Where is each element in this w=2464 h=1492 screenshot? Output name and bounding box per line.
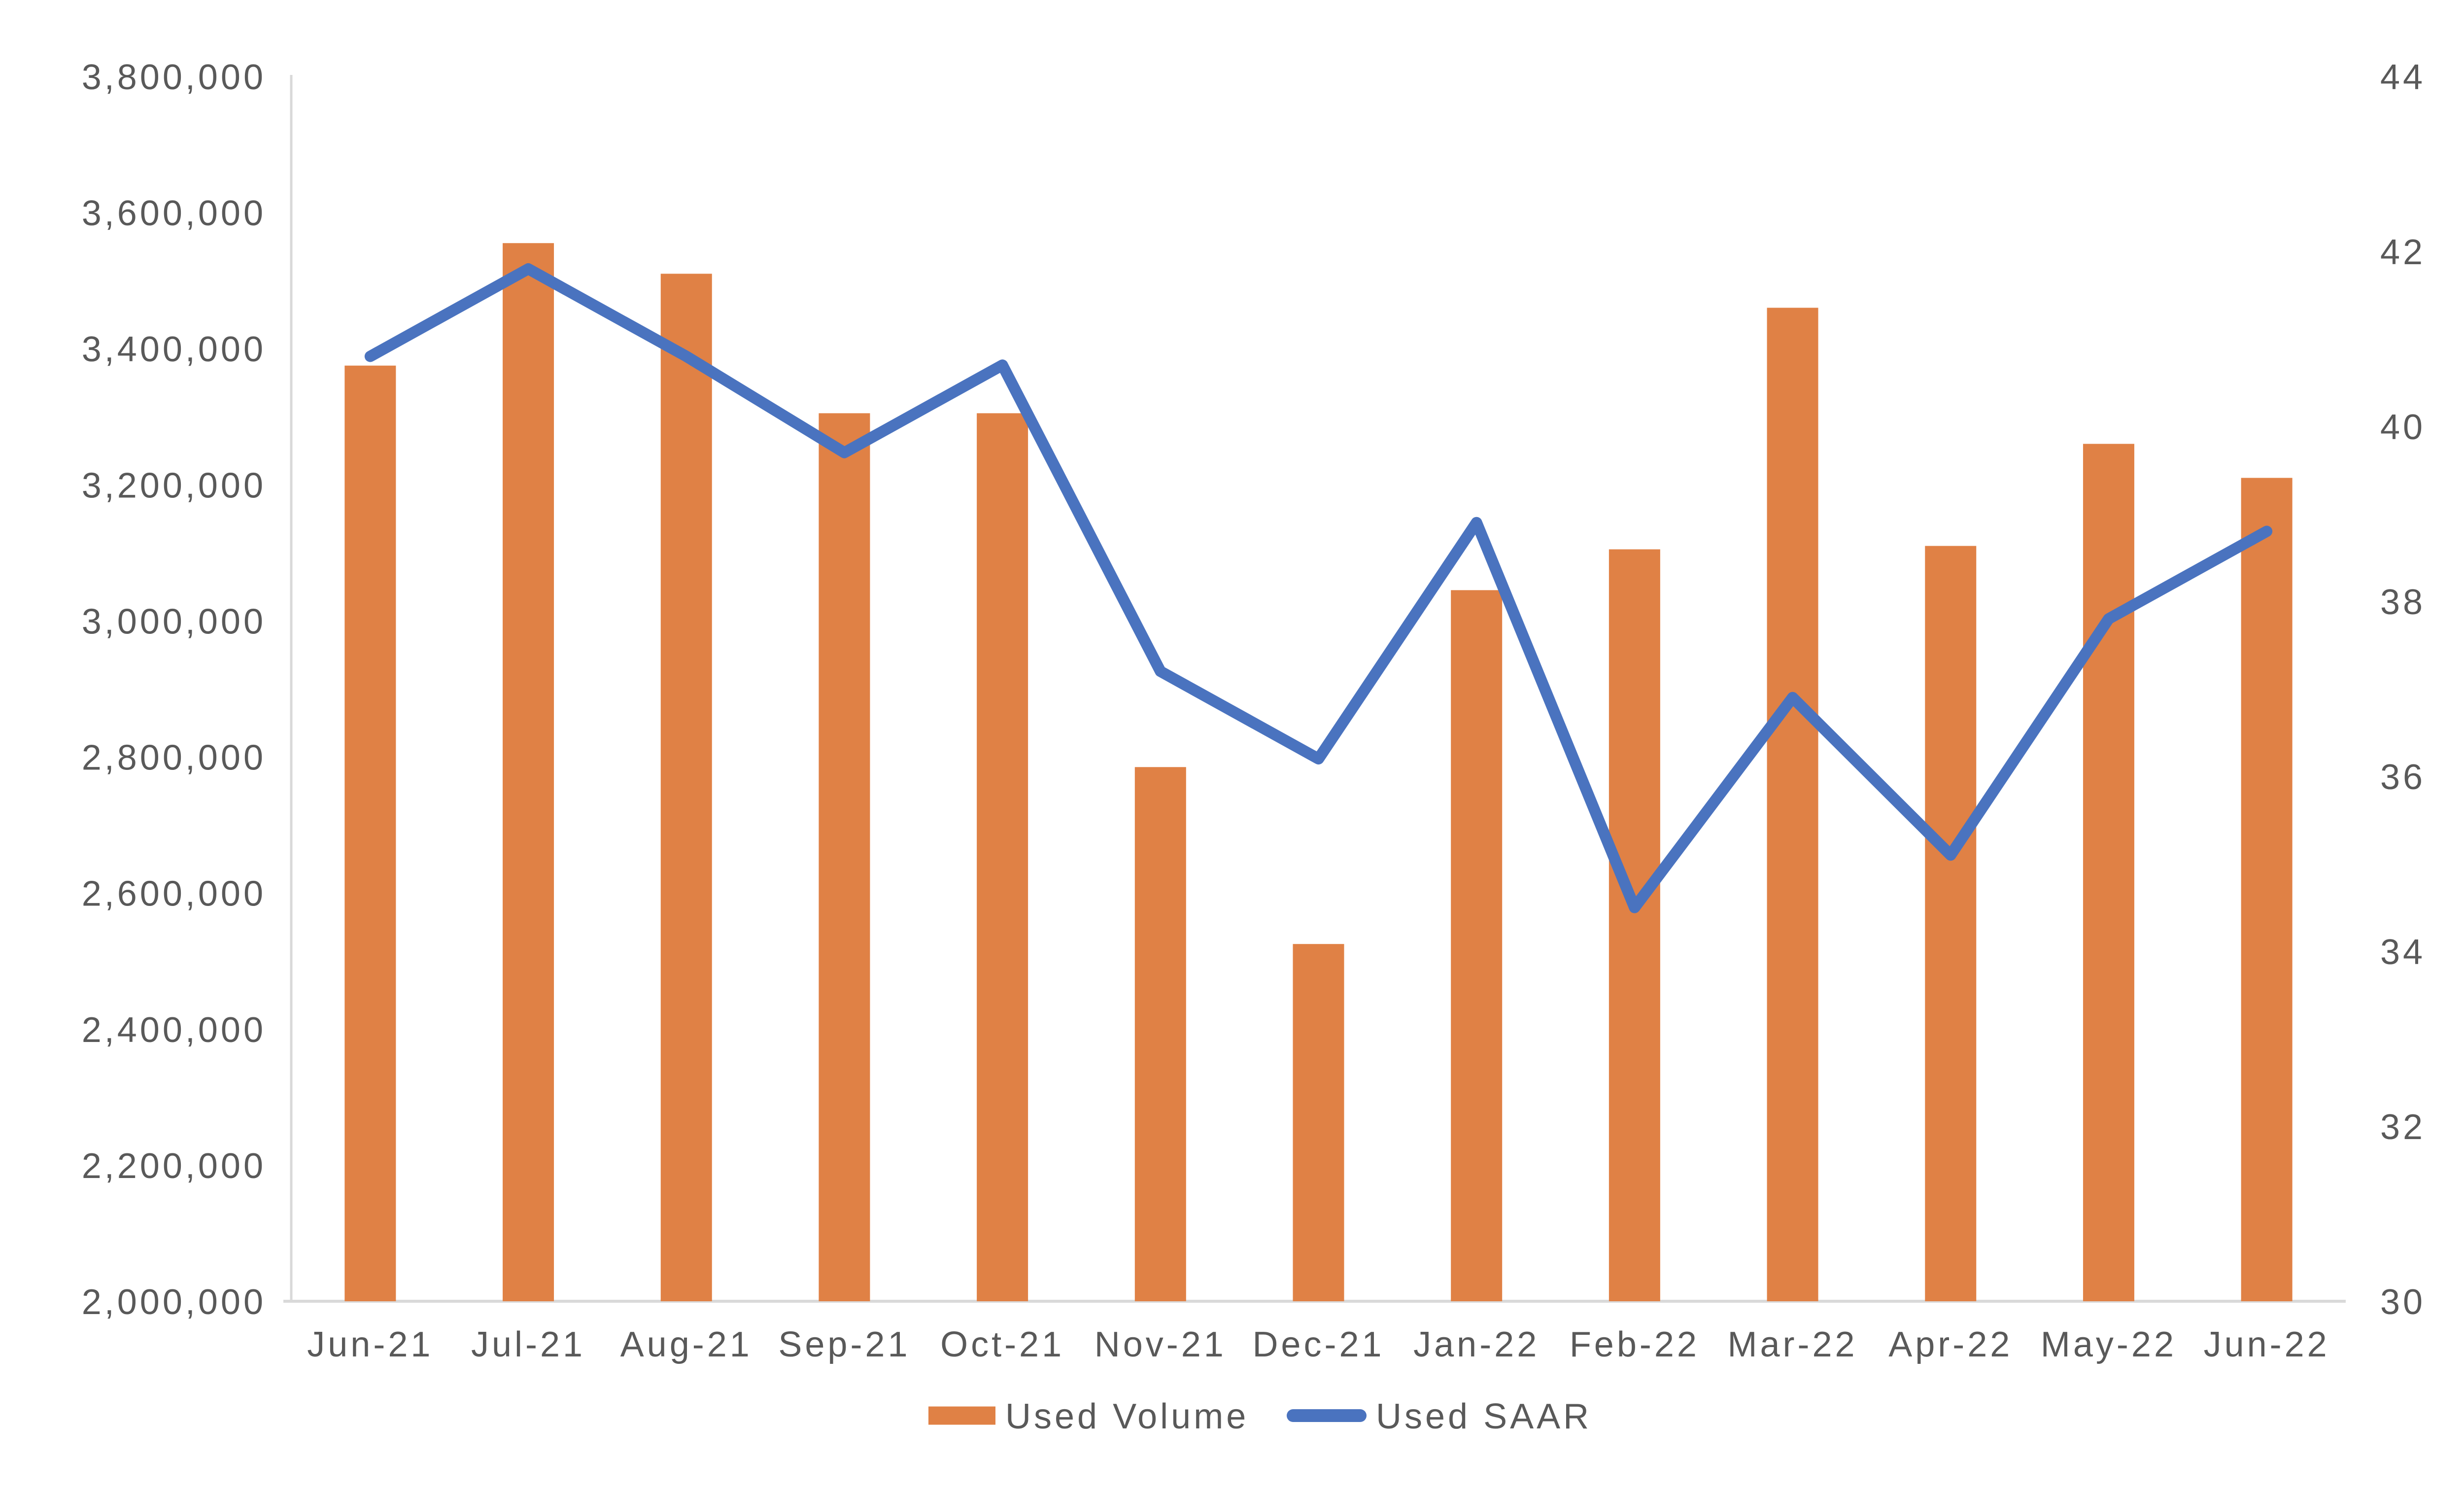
- x-axis-tick-label-jul-21: Jul-21: [471, 1325, 585, 1364]
- left-axis-tick-label: 3,000,000: [82, 602, 266, 641]
- legend-label-used-volume: Used Volume: [1005, 1397, 1249, 1436]
- bar-nov-21: [1134, 767, 1186, 1301]
- right-axis-tick-label: 34: [2380, 933, 2426, 972]
- x-axis-tick-label-dec-21: Dec-21: [1252, 1325, 1384, 1364]
- used-saar-line: [364, 263, 2273, 913]
- bar-apr-22: [1925, 546, 1977, 1301]
- bar-dec-21: [1293, 944, 1344, 1301]
- bar-may-22: [2083, 444, 2134, 1301]
- x-axis-tick-label-jun-22: Jun-22: [2204, 1325, 2330, 1364]
- x-axis-tick-label-oct-21: Oct-21: [940, 1325, 1064, 1364]
- bar-sep-21: [819, 413, 870, 1301]
- left-axis-tick-label: 2,600,000: [82, 874, 266, 914]
- bar-jul-21: [503, 243, 554, 1302]
- x-axis-tick-label-feb-22: Feb-22: [1570, 1325, 1700, 1364]
- left-axis-tick-label: 3,400,000: [82, 330, 266, 369]
- left-axis-tick-label: 3,200,000: [82, 466, 266, 505]
- right-axis-tick-label: 30: [2380, 1283, 2426, 1322]
- chart-legend: Used Volume Used SAAR: [928, 1397, 1592, 1436]
- x-axis-tick-label-nov-21: Nov-21: [1095, 1325, 1227, 1364]
- left-axis-tick-label: 2,400,000: [82, 1010, 266, 1050]
- right-axis-tick-label: 44: [2380, 58, 2426, 97]
- right-axis-tick-label: 36: [2380, 758, 2426, 797]
- left-axis-tick-label: 3,800,000: [82, 58, 266, 97]
- x-axis-tick-label-apr-22: Apr-22: [1888, 1325, 2013, 1364]
- legend-marker-used-volume-icon: [928, 1406, 995, 1425]
- left-axis-tick-label: 2,800,000: [82, 738, 266, 778]
- left-axis-tick-label: 2,000,000: [82, 1283, 266, 1322]
- x-axis-tick-label-jan-22: Jan-22: [1413, 1325, 1540, 1364]
- right-axis-tick-label: 40: [2380, 408, 2426, 447]
- x-axis-tick-label-jun-21: Jun-21: [307, 1325, 433, 1364]
- right-axis-tick-label: 38: [2380, 583, 2426, 622]
- x-axis-tick-label-aug-21: Aug-21: [620, 1325, 753, 1364]
- bar-jun-22: [2241, 478, 2293, 1301]
- bar-jun-21: [344, 365, 396, 1301]
- x-axis-tick-label-mar-22: Mar-22: [1728, 1325, 1858, 1364]
- bar-feb-22: [1608, 549, 1660, 1301]
- legend-label-used-saar: Used SAAR: [1376, 1397, 1592, 1436]
- left-axis-tick-label: 3,600,000: [82, 194, 266, 233]
- left-axis-tick-label: 2,200,000: [82, 1146, 266, 1186]
- x-axis-tick-label-may-22: May-22: [2041, 1325, 2177, 1364]
- right-axis-tick-label: 42: [2380, 233, 2426, 272]
- bar-jan-22: [1451, 590, 1503, 1301]
- bar-aug-21: [660, 274, 712, 1301]
- right-axis-tick-label: 32: [2380, 1108, 2426, 1147]
- bar-oct-21: [977, 413, 1028, 1301]
- x-axis-tick-label-sep-21: Sep-21: [778, 1325, 910, 1364]
- bar-mar-22: [1767, 308, 1818, 1301]
